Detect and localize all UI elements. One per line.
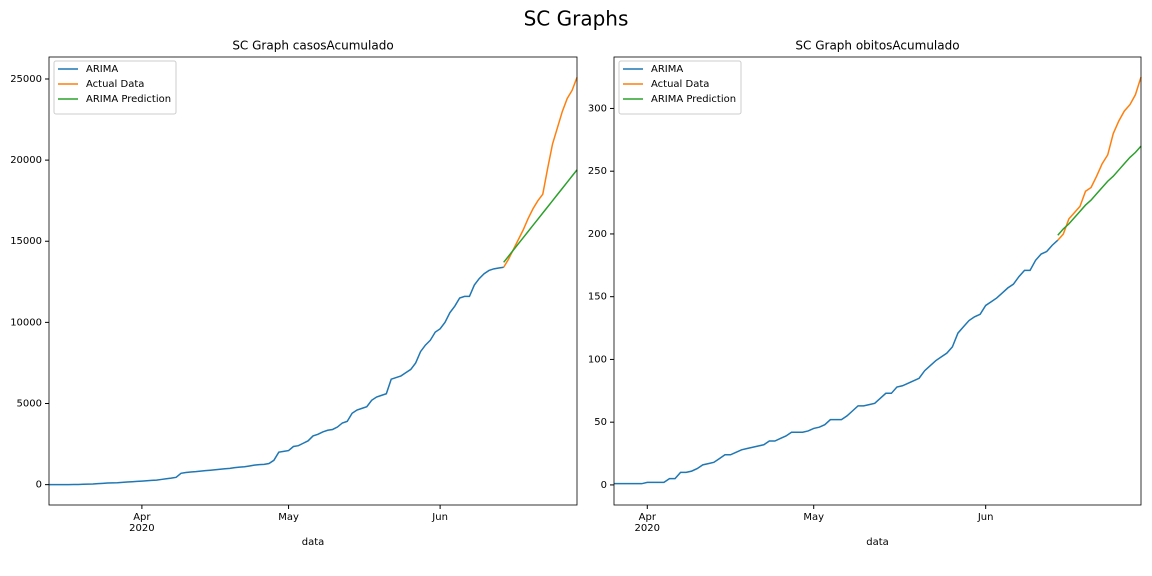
x-tick-label: Apr <box>639 512 657 523</box>
y-tick-label: 200 <box>588 229 607 240</box>
plot-frame <box>48 56 578 506</box>
x-tick-label: Jun <box>431 512 448 523</box>
x-axis-label: data <box>866 537 889 548</box>
series-line <box>1057 76 1142 241</box>
y-tick-label: 5000 <box>17 399 42 410</box>
x-axis-label: data <box>302 537 325 548</box>
y-tick-label: 0 <box>36 480 42 491</box>
y-tick-label: 150 <box>588 292 607 303</box>
legend-box <box>618 60 742 115</box>
y-tick-label: 50 <box>594 417 607 428</box>
plot-frame <box>613 56 1142 506</box>
legend-label: ARIMA Prediction <box>651 94 736 105</box>
legend-label: Actual Data <box>651 79 709 90</box>
series-line <box>614 239 1059 485</box>
legend-label: ARIMA Prediction <box>86 94 171 105</box>
y-tick-label: 0 <box>601 480 607 491</box>
series-line <box>503 169 578 263</box>
y-tick-label: 250 <box>588 166 607 177</box>
x-tick-label: Apr <box>133 512 151 523</box>
y-tick-label: 100 <box>588 354 607 365</box>
subplot-title: SC Graph obitosAcumulado <box>795 39 959 53</box>
y-tick-label: 300 <box>588 103 607 114</box>
x-tick-label: May <box>278 512 299 523</box>
x-tick-label: May <box>803 512 824 523</box>
legend-label: Actual Data <box>86 79 144 90</box>
y-tick-label: 20000 <box>10 155 42 166</box>
y-tick-label: 25000 <box>10 74 42 85</box>
x-year-label: 2020 <box>129 523 154 534</box>
y-tick-label: 10000 <box>10 317 42 328</box>
legend-box <box>53 60 177 115</box>
x-tick-label: Jun <box>977 512 994 523</box>
y-tick-label: 15000 <box>10 236 42 247</box>
legend-label: ARIMA <box>86 64 118 75</box>
subplot-title: SC Graph casosAcumulado <box>232 39 393 53</box>
series-line <box>503 77 578 268</box>
series-line <box>49 266 504 486</box>
series-line <box>1057 145 1142 236</box>
legend-label: ARIMA <box>651 64 683 75</box>
figure-title: SC Graphs <box>524 7 629 31</box>
x-year-label: 2020 <box>635 523 660 534</box>
